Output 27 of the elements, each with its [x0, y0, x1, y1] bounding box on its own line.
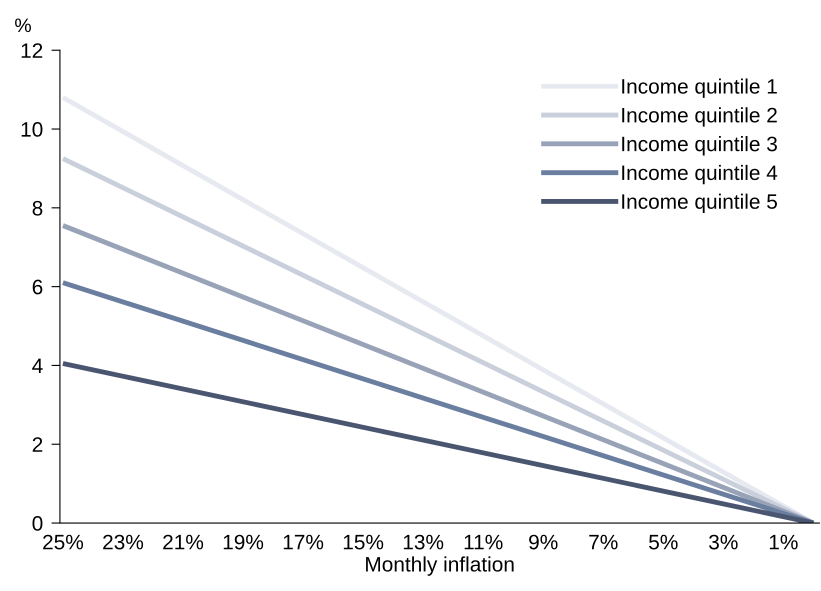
- legend-label: Income quintile 4: [622, 164, 778, 184]
- y-tick-label: 0: [32, 516, 42, 531]
- legend-label: Income quintile 1: [622, 78, 777, 98]
- x-tick-label: 15%: [344, 534, 384, 550]
- y-tick-label: 8: [32, 200, 42, 216]
- y-tick-label: 12: [22, 43, 42, 58]
- x-tick-label: 21%: [163, 534, 204, 550]
- y-axis-title: %: [15, 18, 31, 32]
- x-tick-label: 25%: [43, 534, 84, 550]
- legend-label: Income quintile 5: [622, 194, 777, 214]
- legend-label: Income quintile 3: [622, 136, 777, 156]
- x-tick-label: 9%: [529, 534, 558, 550]
- x-axis-title: Monthly inflation: [366, 556, 514, 576]
- x-tick-label: 17%: [284, 534, 324, 550]
- x-tick-label: 23%: [103, 534, 144, 550]
- y-tick-label: 2: [32, 437, 42, 452]
- x-tick-label: 7%: [589, 534, 618, 550]
- x-tick-label: 5%: [649, 534, 678, 550]
- x-tick-label: 19%: [224, 534, 264, 550]
- legend-label: Income quintile 2: [622, 107, 777, 127]
- y-tick-label: 4: [32, 358, 43, 373]
- x-tick-label: 3%: [709, 534, 738, 550]
- x-tick-label: 1%: [770, 534, 798, 550]
- x-tick-label: 11%: [464, 534, 503, 550]
- x-tick-label: 13%: [404, 534, 444, 550]
- y-tick-label: 10: [22, 122, 42, 137]
- y-tick-label: 6: [32, 280, 42, 294]
